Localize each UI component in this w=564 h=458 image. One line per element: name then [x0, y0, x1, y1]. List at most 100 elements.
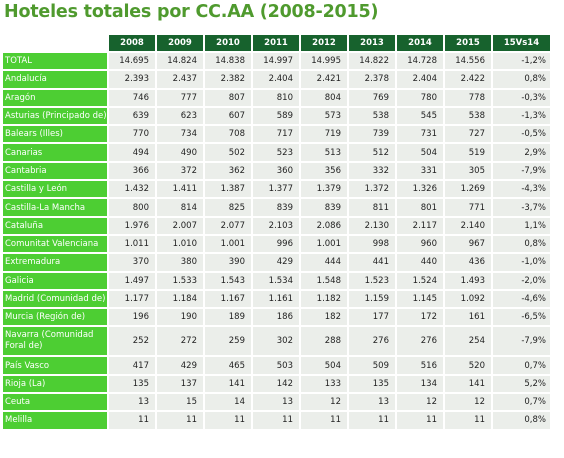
column-header: 2015 — [445, 35, 491, 51]
table-cell: 276 — [397, 327, 443, 356]
table-cell: 801 — [397, 199, 443, 216]
table-cell: 504 — [397, 144, 443, 161]
table-cell: 1.161 — [253, 290, 299, 308]
column-header: 2009 — [157, 35, 203, 51]
table-cell: 2.378 — [349, 71, 395, 88]
table-cell: 1.387 — [205, 181, 251, 198]
table-row: Rioja (La) 135 137 141 142 133 135 134 141 5,2% — [3, 375, 550, 393]
column-header: 2010 — [205, 35, 251, 51]
table-cell: 607 — [205, 107, 251, 125]
row-label: Aragón — [3, 89, 107, 106]
table-row: Andalucía 2.393 2.437 2.382 2.404 2.421 2.378 2… — [3, 71, 550, 88]
table-row: Canarias 494 490 502 523 513 512 504 519 2,9% — [3, 144, 550, 161]
table-cell: -3,7% — [493, 199, 550, 216]
table-cell: 996 — [253, 235, 299, 253]
table-cell: 734 — [157, 126, 203, 143]
table-cell: 1.524 — [397, 272, 443, 289]
table-cell: 11 — [109, 412, 155, 429]
table-row: Comunitat Valenciana 1.011 1.010 1.001 996 1.… — [3, 235, 550, 253]
table-cell: -7,9% — [493, 162, 550, 180]
table-cell: 186 — [253, 309, 299, 326]
table-cell: -7,9% — [493, 327, 550, 356]
table-cell: 1.001 — [205, 235, 251, 253]
table-cell: 2.007 — [157, 217, 203, 234]
table-cell: 1.493 — [445, 272, 491, 289]
table-cell: 15 — [157, 394, 203, 411]
hotels-table: 2008 2009 2010 2011 2012 2013 2014 2015 … — [1, 33, 552, 431]
table-cell: 137 — [157, 375, 203, 393]
column-header: 2008 — [109, 35, 155, 51]
table-cell: 1.548 — [301, 272, 347, 289]
table-cell: 2.393 — [109, 71, 155, 88]
table-row: Extremadura 370 380 390 429 444 441 440 436 -1,0% — [3, 254, 550, 271]
column-header: 2011 — [253, 35, 299, 51]
table-cell: 302 — [253, 327, 299, 356]
table-cell: 708 — [205, 126, 251, 143]
table-cell: 372 — [157, 162, 203, 180]
table-cell: 589 — [253, 107, 299, 125]
table-row: Aragón 746 777 807 810 804 769 780 778 -0,3% — [3, 89, 550, 106]
table-cell: 1.411 — [157, 181, 203, 198]
table-row: Cataluña 1.976 2.007 2.077 2.103 2.086 2.130 2.… — [3, 217, 550, 234]
table-cell: 731 — [397, 126, 443, 143]
table-cell: 780 — [397, 89, 443, 106]
table-cell: 332 — [349, 162, 395, 180]
table-cell: 465 — [205, 357, 251, 374]
table-cell: 2.437 — [157, 71, 203, 88]
table-cell: 2.421 — [301, 71, 347, 88]
table-cell: 839 — [253, 199, 299, 216]
row-label: Cataluña — [3, 217, 107, 234]
header-row: 2008 2009 2010 2011 2012 2013 2014 2015 … — [3, 35, 550, 51]
table-cell: 141 — [445, 375, 491, 393]
table-cell: 2.130 — [349, 217, 395, 234]
table-cell: -0,5% — [493, 126, 550, 143]
table-cell: 370 — [109, 254, 155, 271]
table-cell: 967 — [445, 235, 491, 253]
table-cell: 380 — [157, 254, 203, 271]
table-cell: 11 — [445, 412, 491, 429]
table-cell: -4,6% — [493, 290, 550, 308]
table-cell: 1.432 — [109, 181, 155, 198]
table-cell: 2.404 — [397, 71, 443, 88]
table-cell: 134 — [397, 375, 443, 393]
table-cell: 13 — [109, 394, 155, 411]
table-cell: 810 — [253, 89, 299, 106]
table-cell: 538 — [349, 107, 395, 125]
table-cell: 1.182 — [301, 290, 347, 308]
table-cell: 1.010 — [157, 235, 203, 253]
table-row: Cantabria 366 372 362 360 356 332 331 305 -7,9% — [3, 162, 550, 180]
table-cell: -4,3% — [493, 181, 550, 198]
table-row: Murcia (Región de) 196 190 189 186 182 177 172 1… — [3, 309, 550, 326]
table-cell: 288 — [301, 327, 347, 356]
table-cell: 177 — [349, 309, 395, 326]
table-cell: 14 — [205, 394, 251, 411]
table-cell: 727 — [445, 126, 491, 143]
table-cell: 14.695 — [109, 53, 155, 70]
table-cell: 1.377 — [253, 181, 299, 198]
table-cell: 1.145 — [397, 290, 443, 308]
row-label: País Vasco — [3, 357, 107, 374]
table-cell: 2.086 — [301, 217, 347, 234]
table-cell: 5,2% — [493, 375, 550, 393]
table-cell: 573 — [301, 107, 347, 125]
table-cell: 960 — [397, 235, 443, 253]
table-cell: 1.092 — [445, 290, 491, 308]
table-cell: 429 — [253, 254, 299, 271]
table-cell: 839 — [301, 199, 347, 216]
header-corner — [3, 35, 107, 51]
column-header: 15Vs14 — [493, 35, 550, 51]
table-row: Galicia 1.497 1.533 1.543 1.534 1.548 1.523 1.5… — [3, 272, 550, 289]
table-cell: 516 — [397, 357, 443, 374]
row-label: Rioja (La) — [3, 375, 107, 393]
table-cell: -1,2% — [493, 53, 550, 70]
table-cell: 639 — [109, 107, 155, 125]
row-label: TOTAL — [3, 53, 107, 70]
row-label: Andalucía — [3, 71, 107, 88]
table-cell: 1.976 — [109, 217, 155, 234]
table-cell: 719 — [301, 126, 347, 143]
table-cell: 417 — [109, 357, 155, 374]
table-cell: 512 — [349, 144, 395, 161]
table-cell: 12 — [397, 394, 443, 411]
table-cell: 490 — [157, 144, 203, 161]
table-cell: 1.177 — [109, 290, 155, 308]
